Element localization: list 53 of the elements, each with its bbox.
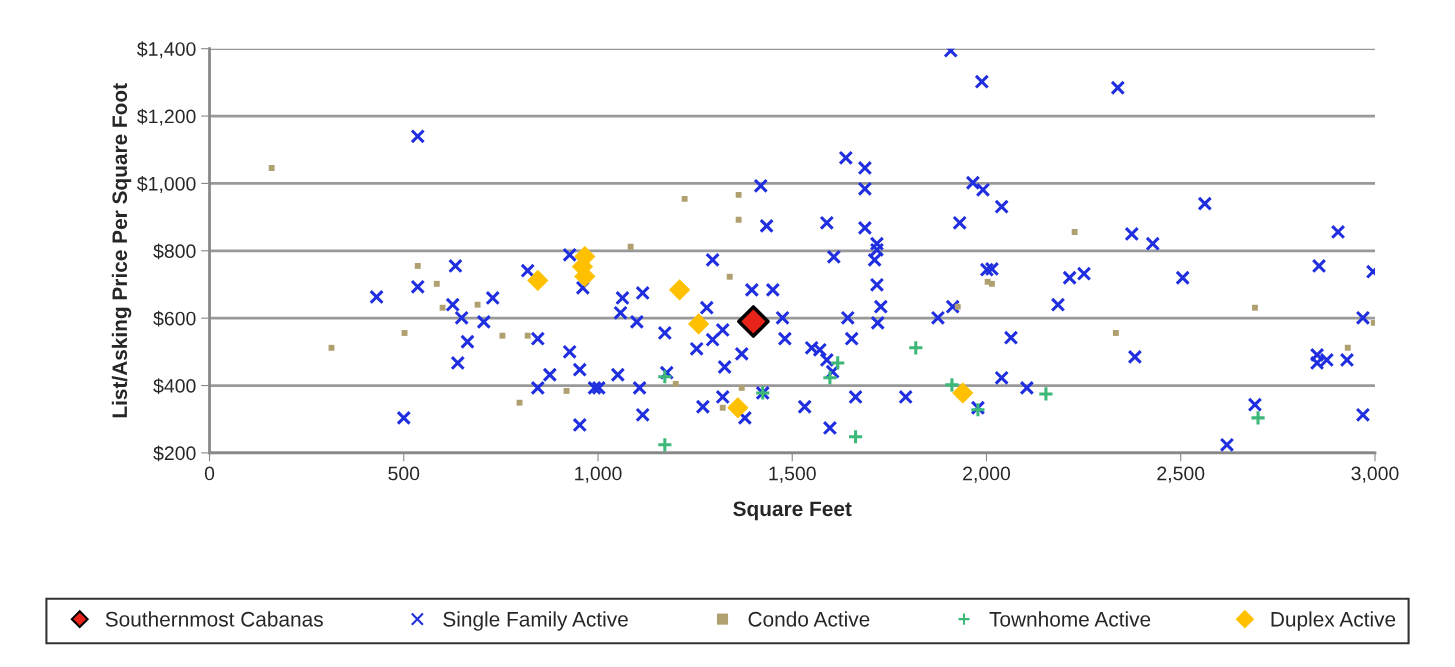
y-tick-label: $600 <box>153 310 196 327</box>
point <box>988 280 995 287</box>
y-tick-label: $1,200 <box>137 108 196 126</box>
point <box>735 191 742 198</box>
y-tick-label: $1,000 <box>137 176 196 193</box>
point <box>847 428 864 445</box>
point <box>656 436 673 453</box>
point <box>1249 409 1267 426</box>
point <box>672 380 679 387</box>
y-tick-label: $400 <box>153 378 196 394</box>
legend-label: Duplex Active <box>1271 611 1396 631</box>
x-tick-label: 2,500 <box>1157 466 1205 483</box>
point <box>414 263 421 269</box>
point <box>527 269 549 292</box>
point <box>1037 385 1055 403</box>
point <box>524 332 531 339</box>
point <box>1344 344 1351 351</box>
point <box>656 368 673 385</box>
x-tick-label: 0 <box>204 466 215 481</box>
point <box>474 301 481 308</box>
y-tick-label: $200 <box>153 445 196 462</box>
point <box>268 164 275 171</box>
point <box>907 339 924 356</box>
y-axis-title: List/Asking Price Per Square Foot <box>111 83 132 418</box>
x-tick-label: 2,000 <box>963 466 1011 483</box>
point <box>737 305 770 338</box>
legend-label: Single Family Active <box>443 611 628 631</box>
point <box>943 376 961 393</box>
point <box>821 369 839 386</box>
legend-label: Southernmost Cabanas <box>105 611 323 627</box>
x-tick-label: 500 <box>388 466 420 481</box>
point <box>681 195 688 202</box>
point <box>726 273 733 280</box>
point <box>719 404 726 411</box>
point <box>738 384 745 391</box>
x-tick-label: 1,000 <box>575 466 622 483</box>
y-tick-label: $800 <box>153 243 196 260</box>
legend-label: Townhome Active <box>989 611 1151 627</box>
x-tick-label: 1,500 <box>769 466 816 483</box>
point <box>433 280 440 287</box>
point <box>735 216 742 223</box>
x-axis-title: Square Feet <box>733 501 852 521</box>
point <box>1112 330 1119 336</box>
x-tick-label: 3,000 <box>1351 466 1399 483</box>
point <box>439 304 446 311</box>
legend-label: Condo Active <box>748 611 870 627</box>
point <box>954 303 961 310</box>
point <box>1251 304 1258 311</box>
point <box>829 354 846 372</box>
point <box>627 243 634 250</box>
point <box>1071 228 1078 235</box>
y-tick-label: $1,400 <box>137 41 196 59</box>
point <box>499 332 506 339</box>
